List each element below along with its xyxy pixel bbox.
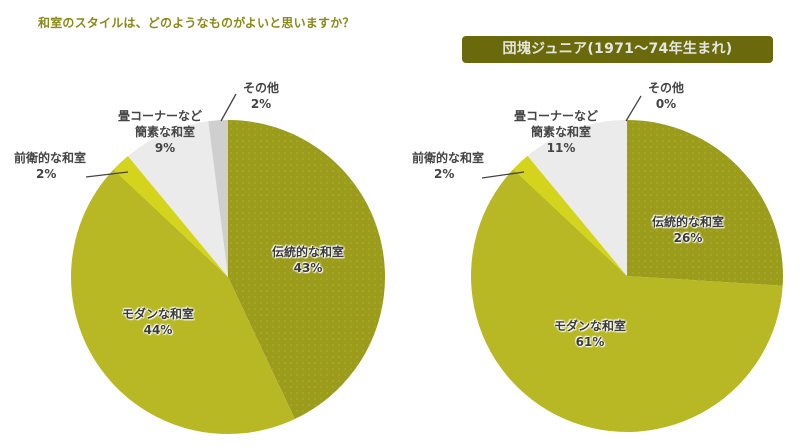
slice-traditional [228, 120, 386, 420]
slice-modern [70, 169, 295, 435]
label-modern-left: モダンな和室 44% [121, 307, 194, 337]
slice-avant-garde [113, 156, 228, 277]
label-simple-right: 畳コーナーなど 簡素な和室 11% [513, 109, 598, 155]
slice-traditional [627, 120, 783, 286]
label-other-right: その他 0% [647, 81, 684, 111]
slice-avant-garde [513, 155, 627, 276]
label-simple-left: 畳コーナーなど 簡素な和室 9% [117, 109, 202, 155]
dankai-junior-banner: 団塊ジュニア(1971～74年生まれ) [462, 36, 773, 63]
label-avant-garde-left: 前衛的な和室 2% [14, 151, 87, 181]
survey-question: 和室のスタイルは、どのようなものがよいと思いますか？ [38, 16, 355, 30]
label-other-left: その他 2% [242, 81, 279, 111]
label-avant-garde-right: 前衛的な和室 2% [412, 151, 485, 181]
slice-modern [471, 169, 783, 432]
label-modern-right: モダンな和室 61% [553, 319, 626, 349]
slice-simple [127, 121, 228, 277]
pie-chart-dankai-junior [471, 120, 783, 432]
slice-other [208, 120, 228, 277]
label-traditional-right: 伝統的な和室 26% [651, 215, 724, 245]
slice-simple [527, 120, 627, 276]
leader-line-other-left [220, 93, 237, 122]
leader-line-avant-right [481, 171, 525, 179]
label-traditional-left: 伝統的な和室 43% [271, 245, 344, 275]
leader-line-other-right [625, 95, 642, 122]
leader-line-avant-left [85, 171, 129, 178]
pie-chart-all-respondents [70, 120, 386, 435]
